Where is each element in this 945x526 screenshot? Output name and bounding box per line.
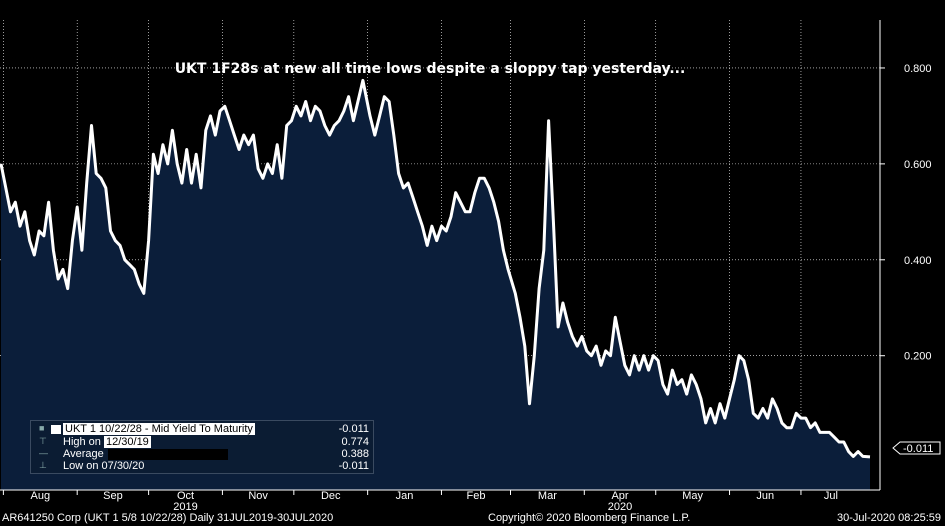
y-tick-label-1: 0.600 [904, 159, 932, 171]
x-year-label-2020: 2020 [608, 501, 632, 513]
legend-low-row: ⊥ Low on 07/30/20 -0.011 [31, 460, 373, 473]
legend-high-text: High on 12/30/19 [63, 436, 151, 448]
last-value-label: -0.011 [903, 443, 933, 455]
y-tick-label-3: 0.200 [904, 351, 932, 363]
low-marker-icon: ⊥ [39, 460, 47, 470]
legend-low-label: Low on 07/30/20 [63, 460, 145, 472]
average-bar [107, 448, 228, 460]
chart-title: UKT 1F28s at new all time lows despite a… [175, 61, 686, 77]
x-tick-label-may: May [682, 490, 703, 502]
average-marker-icon: — [39, 448, 48, 458]
x-tick-label-mar: Mar [538, 490, 557, 502]
y-tick-label-0: 0.800 [904, 63, 932, 75]
x-tick-label-oct: Oct [177, 490, 194, 502]
series-line [0, 78, 871, 459]
footer-copyright: Copyright© 2020 Bloomberg Finance L.P. [488, 512, 691, 524]
x-tick-label-feb: Feb [466, 490, 485, 502]
x-tick-label-sep: Sep [103, 490, 123, 502]
x-tick-label-aug: Aug [30, 490, 50, 502]
legend-series-value: -0.011 [338, 423, 369, 435]
x-tick-label-apr: Apr [611, 490, 628, 502]
legend-average-value: 0.388 [341, 448, 369, 460]
x-axis: Aug Sep Oct Nov Dec Jan Feb Mar Apr May Jun Jul 2019… [2, 490, 838, 513]
legend-series-row: ■ UKT 1 10/22/28 - Mid Yield To Maturity… [31, 423, 373, 436]
legend-high-value: 0.774 [341, 436, 369, 448]
legend-series-text: UKT 1 10/22/28 - Mid Yield To Maturity [63, 423, 255, 435]
x-tick-label-jun: Jun [756, 490, 774, 502]
y-axis: 0.800 0.600 0.400 0.200 [880, 63, 932, 363]
legend-tree-icon: ■ [39, 423, 45, 433]
legend-high-date: 12/30/19 [103, 436, 151, 448]
x-year-label-2019: 2019 [173, 501, 197, 513]
legend-average-text: Average [63, 448, 228, 460]
legend-average-row: — Average 0.388 [31, 448, 373, 461]
y-tick-label-2: 0.400 [904, 255, 932, 267]
legend-high-row: ⊤ High on 12/30/19 0.774 [31, 436, 373, 449]
last-value-marker: -0.011 [892, 441, 941, 455]
legend-low-value: -0.011 [338, 460, 369, 472]
x-tick-label-dec: Dec [321, 490, 341, 502]
last-value-tag [892, 441, 941, 455]
high-marker-icon: ⊤ [39, 436, 47, 446]
legend-series-desc: 10/22/28 - Mid Yield To Maturity [99, 423, 253, 435]
x-tick-label-jul: Jul [824, 490, 838, 502]
footer-security: AR641250 Corp (UKT 1 5/8 10/22/28) Daily… [2, 512, 334, 524]
x-tick-label-nov: Nov [248, 490, 268, 502]
chart-legend: ■ UKT 1 10/22/28 - Mid Yield To Maturity… [30, 420, 374, 474]
legend-series-label: UKT 1 [65, 423, 96, 435]
footer-timestamp: 30-Jul-2020 08:25:59 [837, 512, 941, 524]
legend-high-label: High on [63, 436, 101, 448]
series-area [1, 80, 870, 491]
legend-average-label: Average [63, 448, 104, 460]
x-tick-label-jan: Jan [396, 490, 414, 502]
legend-swatch [51, 425, 61, 434]
